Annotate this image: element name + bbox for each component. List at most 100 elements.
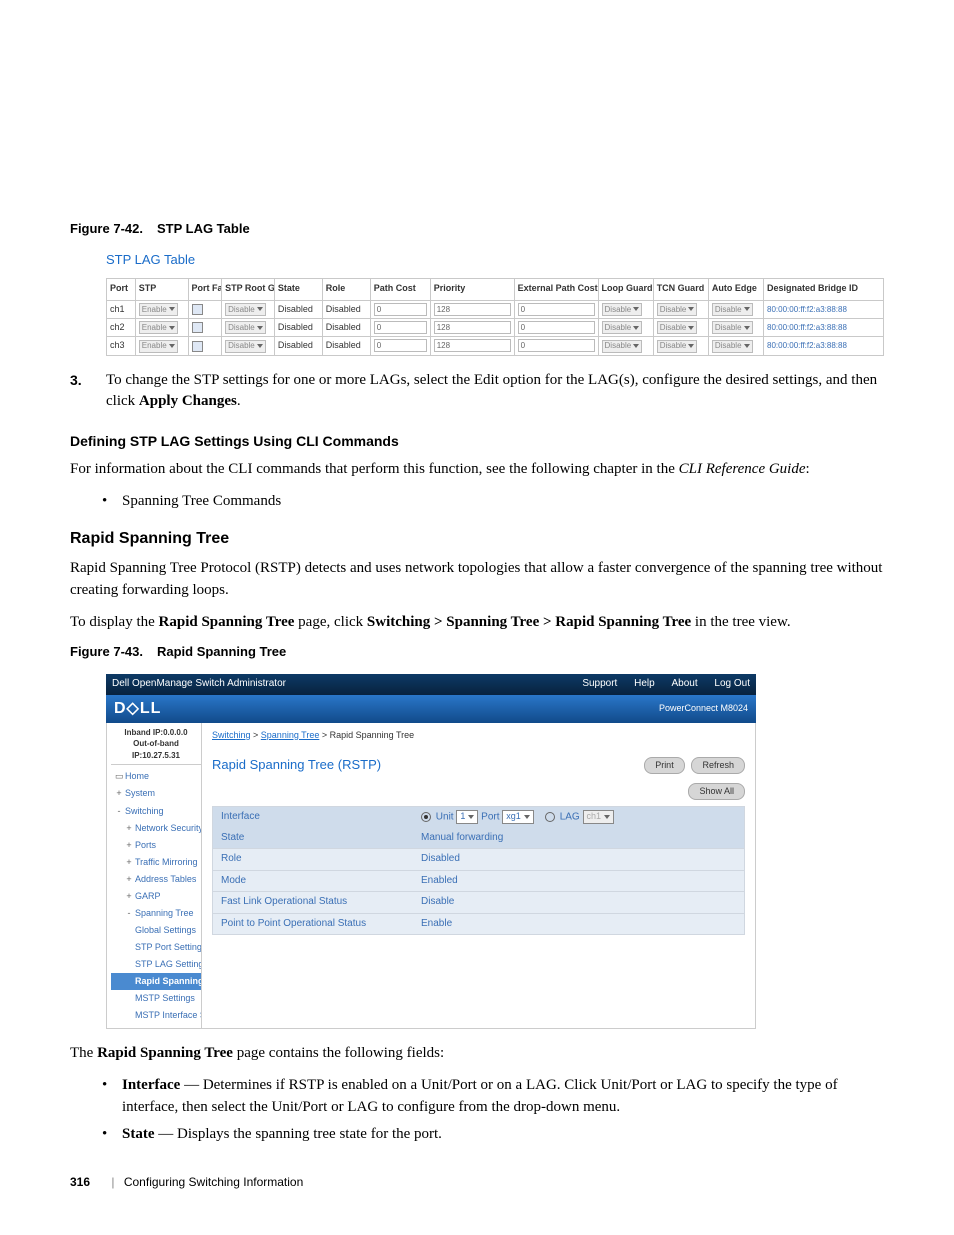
fig-title: STP LAG Table [157, 221, 250, 236]
show-all-button[interactable]: Show All [688, 783, 745, 800]
stp-lag-table-figure: STP LAG Table Port STP Port Fast STP Roo… [106, 251, 884, 356]
extpathcost-input[interactable]: 0 [518, 339, 595, 352]
loopguard-select[interactable]: Disable [602, 321, 643, 334]
portfast-checkbox[interactable] [192, 304, 203, 315]
radio-unit[interactable] [421, 812, 431, 822]
tree-item[interactable]: -Spanning Tree [111, 905, 201, 922]
tree-item[interactable]: +Ports [111, 837, 201, 854]
table-header-row: Port STP Port Fast STP Root Guard State … [107, 278, 884, 300]
tree-item[interactable]: STP LAG Setting [111, 956, 201, 973]
tree-item[interactable]: +GARP [111, 888, 201, 905]
priority-input[interactable]: 128 [434, 321, 511, 334]
link-support[interactable]: Support [582, 678, 617, 689]
rstp-main-panel: Switching > Spanning Tree > Rapid Spanni… [202, 723, 755, 1028]
field-bullet-interface: Interface — Determines if RSTP is enable… [70, 1075, 884, 1119]
table-row: ch3EnableDisableDisabledDisabled01280Dis… [107, 337, 884, 355]
detail-row: RoleDisabled [213, 848, 744, 870]
page-number: 316 [70, 1174, 90, 1191]
priority-input[interactable]: 128 [434, 303, 511, 316]
refresh-button[interactable]: Refresh [691, 757, 745, 774]
stp-select[interactable]: Enable [139, 340, 178, 353]
crumb-switching[interactable]: Switching [212, 730, 251, 740]
rootguard-select[interactable]: Disable [225, 340, 266, 353]
tree-item[interactable]: STP Port Setting [111, 939, 201, 956]
link-logout[interactable]: Log Out [714, 678, 750, 689]
autoedge-select[interactable]: Disable [712, 321, 753, 334]
tree-item[interactable]: MSTP Interface S [111, 1007, 201, 1024]
pathcost-input[interactable]: 0 [374, 321, 427, 334]
priority-input[interactable]: 128 [434, 339, 511, 352]
nav-tree: Inband IP:0.0.0.0 Out-of-band IP:10.27.5… [107, 723, 202, 1028]
tree-item[interactable]: ▭Home [111, 768, 201, 785]
tree-item[interactable]: +Traffic Mirroring [111, 854, 201, 871]
tcnguard-select[interactable]: Disable [657, 340, 698, 353]
pathcost-input[interactable]: 0 [374, 339, 427, 352]
autoedge-select[interactable]: Disable [712, 303, 753, 316]
cli-subheading: Defining STP LAG Settings Using CLI Comm… [70, 431, 884, 451]
extpathcost-input[interactable]: 0 [518, 321, 595, 334]
rstp-page-title: Rapid Spanning Tree (RSTP) [212, 756, 381, 775]
page-footer: 316 | Configuring Switching Information [70, 1174, 884, 1191]
rootguard-select[interactable]: Disable [225, 321, 266, 334]
breadcrumb: Switching > Spanning Tree > Rapid Spanni… [212, 729, 745, 742]
chapter-title: Configuring Switching Information [124, 1175, 303, 1189]
table-row: ch1EnableDisableDisabledDisabled01280Dis… [107, 300, 884, 318]
loopguard-select[interactable]: Disable [602, 303, 643, 316]
cli-bullet: Spanning Tree Commands [70, 491, 884, 513]
section-heading-rst: Rapid Spanning Tree [70, 527, 884, 550]
figure-743-caption: Figure 7-43.Rapid Spanning Tree [70, 643, 884, 662]
portfast-checkbox[interactable] [192, 322, 203, 333]
tcnguard-select[interactable]: Disable [657, 303, 698, 316]
detail-row: Point to Point Operational StatusEnable [213, 913, 744, 935]
tree-item[interactable]: Rapid Spanning [111, 973, 201, 990]
rst-p1: Rapid Spanning Tree Protocol (RSTP) dete… [70, 558, 884, 602]
ip-box: Inband IP:0.0.0.0 Out-of-band IP:10.27.5… [111, 727, 201, 766]
tree-item[interactable]: MSTP Settings [111, 990, 201, 1007]
fig-label: Figure 7-42. [70, 221, 143, 236]
port-select[interactable]: xg1 [502, 810, 534, 824]
extpathcost-input[interactable]: 0 [518, 303, 595, 316]
table-row: ch2EnableDisableDisabledDisabled01280Dis… [107, 318, 884, 336]
rstp-detail-table: Interface Unit 1 Port xg1 LAG ch1 StateM… [212, 806, 745, 936]
detail-row: StateManual forwarding [213, 828, 744, 849]
crumb-current: Rapid Spanning Tree [330, 730, 415, 740]
cli-paragraph: For information about the CLI commands t… [70, 459, 884, 481]
portfast-checkbox[interactable] [192, 341, 203, 352]
detail-row: Fast Link Operational StatusDisable [213, 891, 744, 913]
field-bullet-state: State — Displays the spanning tree state… [70, 1124, 884, 1146]
unit-select[interactable]: 1 [456, 810, 478, 824]
tree-item[interactable]: -Switching [111, 803, 201, 820]
dell-logo: D◇LL [114, 697, 161, 720]
crumb-spanning-tree[interactable]: Spanning Tree [261, 730, 320, 740]
link-about[interactable]: About [671, 678, 697, 689]
figure-742-caption: Figure 7-42. STP LAG Table [70, 220, 884, 239]
lag-select[interactable]: ch1 [583, 810, 615, 824]
model-label: PowerConnect M8024 [659, 702, 748, 715]
radio-lag[interactable] [545, 812, 555, 822]
brand-bar: D◇LL PowerConnect M8024 [106, 695, 756, 723]
tree-item[interactable]: +System [111, 785, 201, 802]
rootguard-select[interactable]: Disable [225, 303, 266, 316]
row-key-interface: Interface [213, 807, 413, 828]
tree-item[interactable]: +Network Security [111, 820, 201, 837]
rstp-topbar: Dell OpenManage Switch Administrator Sup… [106, 674, 756, 695]
stp-table-title: STP LAG Table [106, 251, 884, 270]
stp-select[interactable]: Enable [139, 303, 178, 316]
app-title: Dell OpenManage Switch Administrator [112, 677, 286, 692]
print-button[interactable]: Print [644, 757, 685, 774]
link-help[interactable]: Help [634, 678, 655, 689]
topbar-links: Support Help About Log Out [568, 677, 750, 692]
after-fig-intro: The Rapid Spanning Tree page contains th… [70, 1043, 884, 1065]
detail-row: ModeEnabled [213, 870, 744, 892]
stp-select[interactable]: Enable [139, 321, 178, 334]
tree-item[interactable]: Global Settings [111, 922, 201, 939]
tcnguard-select[interactable]: Disable [657, 321, 698, 334]
rstp-screenshot: Dell OpenManage Switch Administrator Sup… [106, 674, 756, 1029]
step-3: 3. To change the STP settings for one or… [70, 370, 884, 414]
stp-lag-table: Port STP Port Fast STP Root Guard State … [106, 278, 884, 356]
rst-p2: To display the Rapid Spanning Tree page,… [70, 612, 884, 634]
tree-item[interactable]: +Address Tables [111, 871, 201, 888]
loopguard-select[interactable]: Disable [602, 340, 643, 353]
pathcost-input[interactable]: 0 [374, 303, 427, 316]
autoedge-select[interactable]: Disable [712, 340, 753, 353]
